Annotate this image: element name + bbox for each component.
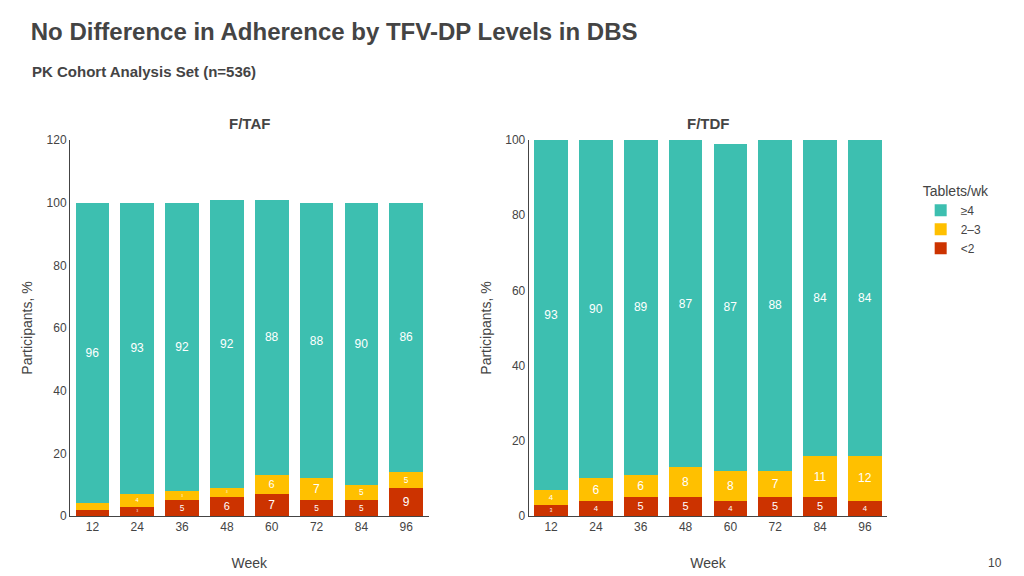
svg-text:72: 72 — [769, 520, 783, 534]
svg-text:89: 89 — [634, 300, 648, 314]
svg-text:<2: <2 — [961, 242, 975, 256]
svg-text:≥4: ≥4 — [961, 204, 975, 218]
svg-text:24: 24 — [589, 520, 603, 534]
svg-text:87: 87 — [724, 300, 738, 314]
svg-text:20: 20 — [53, 447, 67, 461]
svg-text:84: 84 — [858, 291, 872, 305]
svg-text:60: 60 — [512, 284, 526, 298]
svg-text:Week: Week — [232, 555, 269, 571]
svg-text:Participants, %: Participants, % — [478, 281, 494, 374]
svg-text:PK Cohort Analysis Set (n=536): PK Cohort Analysis Set (n=536) — [32, 63, 256, 80]
svg-text:12: 12 — [858, 471, 872, 485]
svg-text:11: 11 — [814, 470, 827, 484]
svg-text:2: 2 — [92, 506, 93, 507]
svg-text:48: 48 — [679, 520, 693, 534]
svg-text:100: 100 — [47, 196, 67, 210]
svg-text:84: 84 — [813, 291, 827, 305]
svg-text:7: 7 — [268, 498, 275, 512]
svg-text:3: 3 — [181, 494, 183, 498]
svg-text:12: 12 — [544, 520, 558, 534]
svg-text:88: 88 — [768, 298, 782, 312]
svg-text:8: 8 — [682, 475, 689, 489]
svg-text:20: 20 — [512, 434, 526, 448]
svg-text:Week: Week — [690, 555, 727, 571]
svg-text:120: 120 — [47, 133, 67, 147]
svg-text:Tablets/wk: Tablets/wk — [923, 183, 989, 199]
svg-text:5: 5 — [359, 488, 364, 497]
svg-text:84: 84 — [355, 520, 369, 534]
svg-text:9: 9 — [403, 495, 410, 509]
svg-text:No Difference in Adherence by: No Difference in Adherence by TFV-DP Lev… — [31, 18, 638, 45]
svg-text:Participants, %: Participants, % — [19, 281, 35, 374]
svg-text:10: 10 — [988, 556, 1002, 570]
svg-text:4: 4 — [863, 504, 868, 513]
svg-text:3: 3 — [226, 490, 228, 494]
svg-text:60: 60 — [724, 520, 738, 534]
svg-text:100: 100 — [505, 133, 525, 147]
svg-text:7: 7 — [313, 482, 320, 496]
svg-text:93: 93 — [544, 308, 558, 322]
svg-text:4: 4 — [549, 493, 554, 502]
svg-text:88: 88 — [310, 334, 324, 348]
svg-text:90: 90 — [589, 302, 603, 316]
svg-text:72: 72 — [310, 520, 324, 534]
svg-text:92: 92 — [175, 340, 189, 354]
svg-text:96: 96 — [400, 520, 414, 534]
svg-text:80: 80 — [512, 208, 526, 222]
svg-text:5: 5 — [180, 504, 185, 513]
svg-text:3: 3 — [136, 509, 138, 513]
svg-text:0: 0 — [519, 509, 526, 523]
svg-text:7: 7 — [772, 477, 779, 491]
svg-text:6: 6 — [637, 479, 644, 493]
svg-text:4: 4 — [136, 497, 139, 503]
svg-text:36: 36 — [634, 520, 648, 534]
svg-text:24: 24 — [131, 520, 145, 534]
svg-text:6: 6 — [269, 478, 275, 490]
svg-text:96: 96 — [86, 346, 100, 360]
svg-text:96: 96 — [858, 520, 872, 534]
svg-text:5: 5 — [638, 500, 644, 512]
svg-text:40: 40 — [512, 359, 526, 373]
svg-text:2–3: 2–3 — [961, 223, 981, 237]
svg-text:F/TAF: F/TAF — [229, 115, 270, 132]
svg-text:90: 90 — [355, 337, 369, 351]
svg-text:F/TDF: F/TDF — [687, 115, 730, 132]
svg-text:86: 86 — [399, 330, 413, 344]
svg-text:8: 8 — [727, 479, 734, 493]
svg-text:4: 4 — [728, 504, 733, 513]
svg-text:40: 40 — [53, 384, 67, 398]
svg-text:60: 60 — [53, 321, 67, 335]
svg-text:5: 5 — [682, 500, 688, 512]
svg-text:0: 0 — [60, 509, 67, 523]
svg-text:5: 5 — [772, 500, 778, 512]
svg-text:87: 87 — [679, 297, 693, 311]
svg-text:2: 2 — [92, 512, 93, 513]
svg-text:12: 12 — [86, 520, 100, 534]
svg-text:5: 5 — [314, 504, 319, 513]
svg-text:84: 84 — [813, 520, 827, 534]
svg-text:5: 5 — [404, 476, 409, 485]
svg-text:48: 48 — [220, 520, 234, 534]
svg-text:3: 3 — [550, 508, 553, 513]
svg-text:6: 6 — [592, 483, 599, 497]
svg-text:4: 4 — [594, 504, 599, 513]
svg-text:93: 93 — [130, 341, 144, 355]
svg-text:80: 80 — [53, 259, 67, 273]
svg-text:60: 60 — [265, 520, 279, 534]
svg-text:5: 5 — [817, 500, 823, 512]
svg-text:92: 92 — [220, 337, 234, 351]
svg-text:36: 36 — [175, 520, 189, 534]
svg-text:88: 88 — [265, 330, 279, 344]
svg-text:6: 6 — [224, 500, 230, 512]
svg-text:5: 5 — [359, 504, 364, 513]
